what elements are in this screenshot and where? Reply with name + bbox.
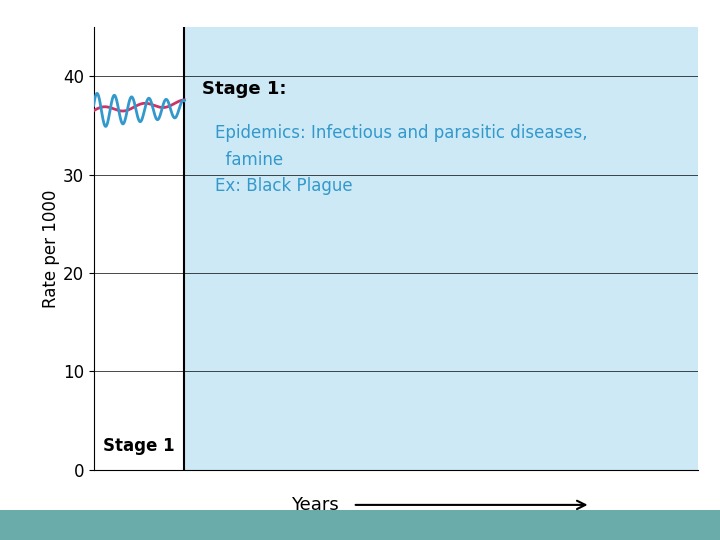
Text: Stage 1:: Stage 1:: [202, 80, 287, 98]
Text: Epidemics: Infectious and parasitic diseases,
  famine
Ex: Black Plague: Epidemics: Infectious and parasitic dise…: [215, 124, 588, 195]
Y-axis label: Rate per 1000: Rate per 1000: [42, 189, 60, 308]
Bar: [184, 27, 698, 470]
Text: Stage 1: Stage 1: [103, 437, 175, 455]
Text: Years: Years: [291, 496, 338, 514]
